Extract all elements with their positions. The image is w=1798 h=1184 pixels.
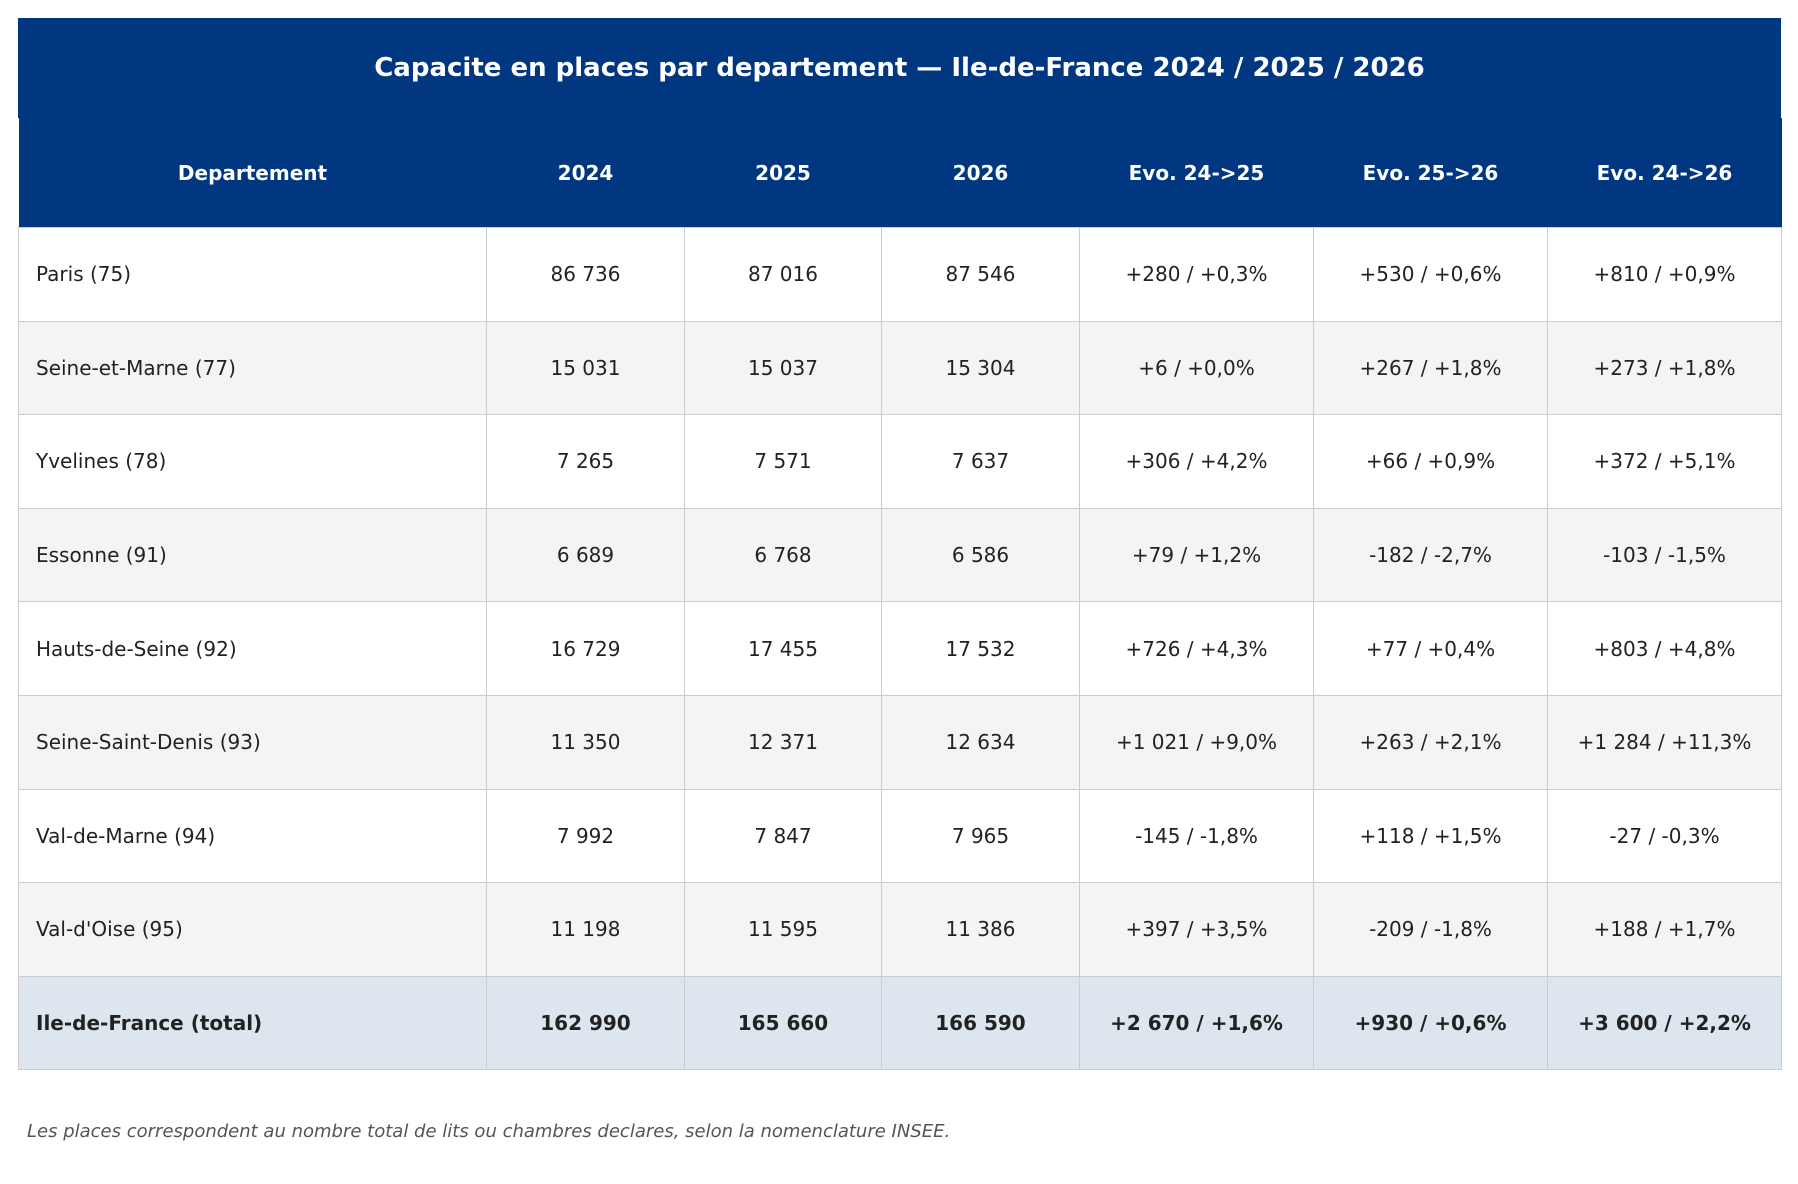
- value-2024-cell: 7 265: [486, 414, 685, 509]
- value-2026-cell: 7 637: [881, 414, 1080, 509]
- column-header-2026: 2026: [881, 118, 1080, 228]
- evo-24-26-cell: -103 / -1,5%: [1547, 507, 1782, 603]
- evo-24-26-cell: +273 / +1,8%: [1547, 320, 1782, 416]
- evo-25-26-cell: +66 / +0,9%: [1313, 414, 1548, 509]
- value-2026-cell: 17 532: [881, 601, 1080, 696]
- departement-cell: Val-de-Marne (94): [18, 788, 487, 884]
- evo-25-26-cell: +263 / +2,1%: [1313, 694, 1548, 790]
- total-evo-24-26-cell: +3 600 / +2,2%: [1547, 975, 1782, 1071]
- departement-cell: Val-d'Oise (95): [18, 882, 487, 977]
- evo-24-26-cell: +188 / +1,7%: [1547, 882, 1782, 977]
- table-row: Val-d'Oise (95) 11 198 11 595 11 386 +397 / …: [18, 882, 1782, 977]
- value-2024-cell: 86 736: [486, 227, 685, 322]
- value-2026-cell: 15 304: [881, 320, 1080, 416]
- value-2026-cell: 87 546: [881, 227, 1080, 322]
- value-2025-cell: 12 371: [684, 694, 882, 790]
- value-2026-cell: 11 386: [881, 882, 1080, 977]
- evo-24-26-cell: +372 / +5,1%: [1547, 414, 1782, 509]
- evo-24-25-cell: +280 / +0,3%: [1079, 227, 1314, 322]
- total-departement-cell: Ile-de-France (total): [18, 975, 487, 1071]
- evo-25-26-cell: +530 / +0,6%: [1313, 227, 1548, 322]
- column-header-evo-24-26: Evo. 24->26: [1547, 118, 1782, 228]
- value-2024-cell: 11 198: [486, 882, 685, 977]
- table-row: Paris (75) 86 736 87 016 87 546 +280 / +0,3%…: [18, 227, 1782, 322]
- evo-24-26-cell: -27 / -0,3%: [1547, 788, 1782, 884]
- value-2026-cell: 12 634: [881, 694, 1080, 790]
- departement-cell: Seine-Saint-Denis (93): [18, 694, 487, 790]
- evo-25-26-cell: -209 / -1,8%: [1313, 882, 1548, 977]
- evo-24-26-cell: +810 / +0,9%: [1547, 227, 1782, 322]
- table-row: Yvelines (78) 7 265 7 571 7 637 +306 / +4,2%…: [18, 414, 1782, 509]
- table-row: Hauts-de-Seine (92) 16 729 17 455 17 532 +72…: [18, 601, 1782, 696]
- value-2026-cell: 7 965: [881, 788, 1080, 884]
- value-2025-cell: 87 016: [684, 227, 882, 322]
- evo-24-25-cell: +397 / +3,5%: [1079, 882, 1314, 977]
- evo-24-25-cell: +79 / +1,2%: [1079, 507, 1314, 603]
- column-header-2024: 2024: [486, 118, 685, 228]
- value-2025-cell: 11 595: [684, 882, 882, 977]
- value-2025-cell: 6 768: [684, 507, 882, 603]
- value-2025-cell: 7 847: [684, 788, 882, 884]
- capacity-table-card: Capacite en places par departement — Ile…: [18, 18, 1782, 1071]
- header-row: Departement 2024 2025 2026 Evo. 24->25 E…: [18, 118, 1782, 228]
- column-header-evo-25-26: Evo. 25->26: [1313, 118, 1548, 228]
- total-value-2026-cell: 166 590: [881, 975, 1080, 1071]
- departement-cell: Hauts-de-Seine (92): [18, 601, 487, 696]
- table-row: Seine-et-Marne (77) 15 031 15 037 15 304 +6 …: [18, 320, 1782, 416]
- evo-24-26-cell: +1 284 / +11,3%: [1547, 694, 1782, 790]
- value-2024-cell: 11 350: [486, 694, 685, 790]
- departement-cell: Yvelines (78): [18, 414, 487, 509]
- total-row: Ile-de-France (total) 162 990 165 660 166 5…: [18, 975, 1782, 1071]
- value-2024-cell: 16 729: [486, 601, 685, 696]
- departement-cell: Paris (75): [18, 227, 487, 322]
- table-row: Essonne (91) 6 689 6 768 6 586 +79 / +1,2% -1…: [18, 507, 1782, 603]
- evo-24-25-cell: +726 / +4,3%: [1079, 601, 1314, 696]
- column-header-evo-24-25: Evo. 24->25: [1079, 118, 1314, 228]
- table-row: Seine-Saint-Denis (93) 11 350 12 371 12 634…: [18, 694, 1782, 790]
- table-body: Paris (75) 86 736 87 016 87 546 +280 / +0,3%…: [18, 227, 1782, 1071]
- total-evo-24-25-cell: +2 670 / +1,6%: [1079, 975, 1314, 1071]
- value-2025-cell: 17 455: [684, 601, 882, 696]
- evo-24-25-cell: +6 / +0,0%: [1079, 320, 1314, 416]
- evo-25-26-cell: -182 / -2,7%: [1313, 507, 1548, 603]
- evo-25-26-cell: +118 / +1,5%: [1313, 788, 1548, 884]
- table-row: Val-de-Marne (94) 7 992 7 847 7 965 -145 / -…: [18, 788, 1782, 884]
- capacity-table: Departement 2024 2025 2026 Evo. 24->25 E…: [18, 118, 1782, 1071]
- value-2026-cell: 6 586: [881, 507, 1080, 603]
- evo-25-26-cell: +267 / +1,8%: [1313, 320, 1548, 416]
- evo-24-25-cell: -145 / -1,8%: [1079, 788, 1314, 884]
- table-title: Capacite en places par departement — Ile…: [18, 18, 1781, 118]
- evo-24-25-cell: +1 021 / +9,0%: [1079, 694, 1314, 790]
- column-header-departement: Departement: [18, 118, 487, 228]
- value-2024-cell: 7 992: [486, 788, 685, 884]
- evo-25-26-cell: +77 / +0,4%: [1313, 601, 1548, 696]
- total-value-2024-cell: 162 990: [486, 975, 685, 1071]
- total-value-2025-cell: 165 660: [684, 975, 882, 1071]
- value-2025-cell: 15 037: [684, 320, 882, 416]
- footnote: Les places correspondent au nombre total…: [27, 1121, 951, 1142]
- evo-24-25-cell: +306 / +4,2%: [1079, 414, 1314, 509]
- value-2025-cell: 7 571: [684, 414, 882, 509]
- total-evo-25-26-cell: +930 / +0,6%: [1313, 975, 1548, 1071]
- column-header-2025: 2025: [684, 118, 882, 228]
- value-2024-cell: 6 689: [486, 507, 685, 603]
- evo-24-26-cell: +803 / +4,8%: [1547, 601, 1782, 696]
- departement-cell: Seine-et-Marne (77): [18, 320, 487, 416]
- value-2024-cell: 15 031: [486, 320, 685, 416]
- departement-cell: Essonne (91): [18, 507, 487, 603]
